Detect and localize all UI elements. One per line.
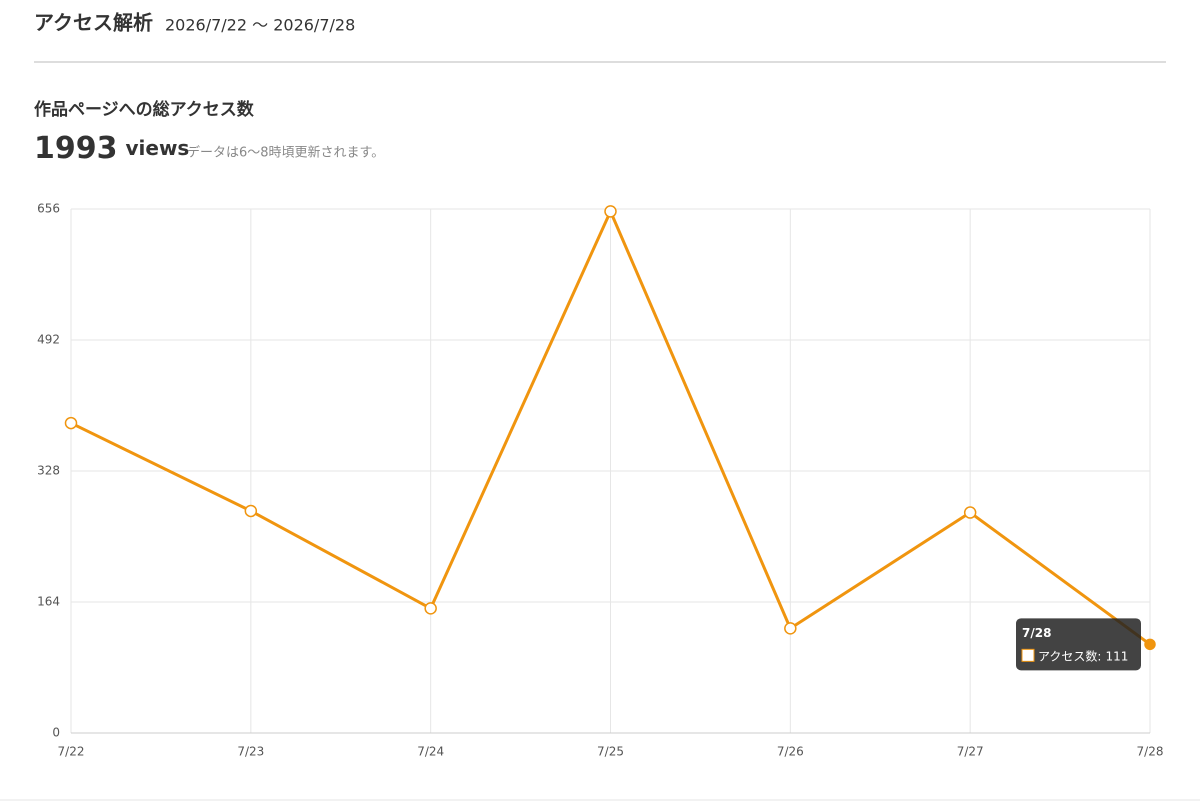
x-tick-label: 7/27 bbox=[957, 745, 984, 759]
total-unit: views bbox=[126, 136, 190, 160]
tooltip-series: アクセス数 bbox=[1038, 648, 1097, 663]
data-point bbox=[424, 602, 437, 615]
data-point bbox=[784, 622, 797, 635]
note: データは6〜8時頃更新されます。 bbox=[187, 145, 384, 161]
y-tick-label: 492 bbox=[37, 333, 60, 347]
data-point bbox=[1144, 638, 1156, 651]
tooltip-value: 111 bbox=[1105, 649, 1128, 663]
x-tick-label: 7/24 bbox=[417, 745, 444, 759]
y-tick-label: 328 bbox=[37, 464, 60, 478]
x-tick-label: 7/26 bbox=[777, 745, 804, 759]
x-tick-label: 7/28 bbox=[1137, 745, 1164, 759]
y-tick-label: 0 bbox=[52, 726, 60, 740]
data-point bbox=[963, 506, 977, 519]
x-tick-label: 7/23 bbox=[237, 745, 264, 759]
tooltip-swatch bbox=[1021, 648, 1035, 662]
page-title: アクセス解析 bbox=[34, 11, 153, 35]
total: 1993 views bbox=[34, 131, 189, 166]
total-value: 1993 bbox=[34, 131, 118, 166]
separator: : bbox=[1097, 649, 1101, 663]
data-point bbox=[244, 504, 258, 518]
tooltip-title: 7/28 bbox=[1022, 626, 1051, 640]
tooltip: 7/28 アクセス数:111 bbox=[1016, 618, 1141, 671]
x-tick-label: 7/25 bbox=[597, 745, 624, 759]
y-tick-label: 164 bbox=[37, 595, 60, 609]
chart-title: 作品ページへの総アクセス数 bbox=[34, 99, 255, 120]
y-tick-label: 656 bbox=[37, 202, 60, 216]
data-point bbox=[604, 205, 617, 218]
data-point bbox=[64, 416, 78, 430]
date-range: 2026/7/22 〜 2026/7/28 bbox=[165, 16, 355, 35]
tooltip-label: アクセス数:111 bbox=[1038, 648, 1128, 663]
tooltip-box bbox=[1016, 618, 1141, 671]
x-tick-label: 7/22 bbox=[58, 745, 85, 759]
